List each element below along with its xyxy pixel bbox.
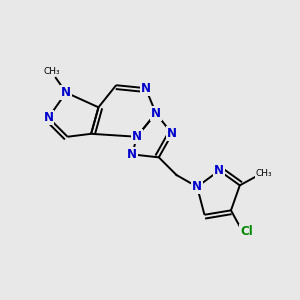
Text: N: N [151,107,161,120]
Text: Cl: Cl [240,225,253,239]
Text: N: N [192,180,202,193]
Text: CH₃: CH₃ [43,67,60,76]
Text: N: N [127,148,137,161]
Text: N: N [141,82,151,95]
Text: N: N [44,111,53,124]
Text: N: N [132,130,142,143]
Text: N: N [214,164,224,177]
Text: N: N [61,86,71,99]
Text: N: N [167,127,177,140]
Text: CH₃: CH₃ [256,169,273,178]
